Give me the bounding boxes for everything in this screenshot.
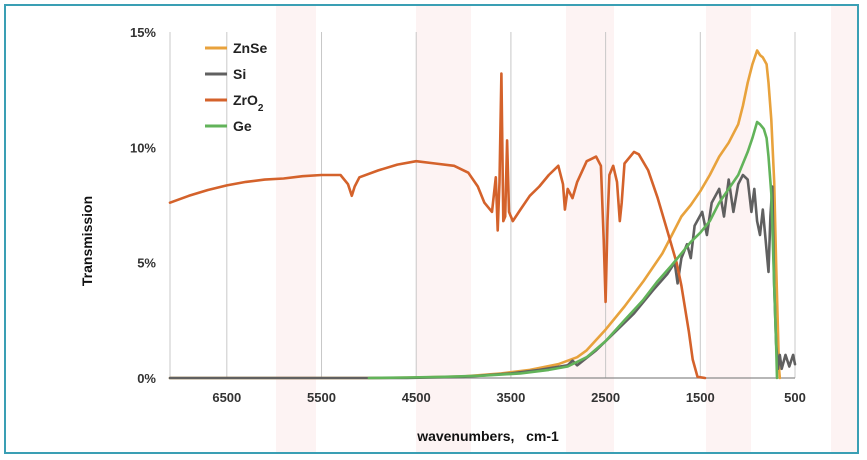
legend-label-ge: Ge <box>233 118 252 134</box>
x-tick-label: 2500 <box>591 390 620 405</box>
x-tick-label: 3500 <box>496 390 525 405</box>
x-tick-label: 4500 <box>402 390 431 405</box>
legend-label-si: Si <box>233 66 246 82</box>
series-line-zro2 <box>168 72 707 380</box>
x-tick-label: 500 <box>784 390 806 405</box>
series-lines <box>168 49 797 380</box>
series-line-znse <box>168 49 782 380</box>
y-tick-labels: 0% 5% 10% 15% <box>130 25 156 386</box>
legend-label-znse: ZnSe <box>233 40 267 56</box>
x-tick-label: 1500 <box>686 390 715 405</box>
series-line-si <box>168 173 797 380</box>
y-tick-label: 15% <box>130 25 156 40</box>
y-tick-label: 0% <box>137 371 156 386</box>
series-line-ge <box>367 120 779 380</box>
y-tick-label: 10% <box>130 140 156 155</box>
background-watermark <box>831 6 857 452</box>
y-axis-title: Transmission <box>79 196 95 286</box>
legend-label-zro2: ZrO2 <box>233 92 264 114</box>
x-axis-title: wavenumbers, cm-1 <box>416 428 559 444</box>
x-tick-label: 6500 <box>212 390 241 405</box>
x-tick-label: 5500 <box>307 390 336 405</box>
legend: ZnSe Si ZrO2 Ge <box>205 40 267 134</box>
y-tick-label: 5% <box>137 256 156 271</box>
grid-lines <box>169 32 796 378</box>
x-tick-labels: 6500 5500 4500 3500 2500 1500 500 <box>212 390 805 405</box>
